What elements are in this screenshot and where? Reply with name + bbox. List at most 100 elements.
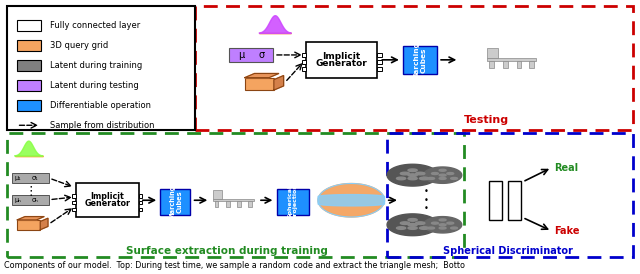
Text: Fully connected layer: Fully connected layer [50,21,140,30]
FancyBboxPatch shape [487,48,498,58]
Polygon shape [431,222,438,224]
Polygon shape [17,217,44,220]
Text: Latent during testing: Latent during testing [50,81,139,90]
Polygon shape [451,178,458,179]
Polygon shape [447,222,454,224]
Polygon shape [428,227,435,229]
Text: Fake: Fake [554,226,580,236]
Text: Implicit: Implicit [90,192,124,201]
FancyBboxPatch shape [508,181,521,220]
Polygon shape [40,218,48,230]
Text: Testing: Testing [463,115,509,125]
FancyBboxPatch shape [378,67,382,71]
FancyBboxPatch shape [489,181,502,220]
Polygon shape [439,219,446,221]
FancyBboxPatch shape [12,195,49,205]
Polygon shape [15,141,43,156]
Polygon shape [415,172,425,175]
Polygon shape [439,227,446,229]
FancyBboxPatch shape [72,207,76,211]
Polygon shape [408,227,417,229]
FancyBboxPatch shape [17,80,41,91]
Polygon shape [419,177,429,180]
Polygon shape [415,222,425,224]
FancyBboxPatch shape [72,201,76,204]
FancyBboxPatch shape [161,189,190,215]
Polygon shape [318,184,385,217]
Text: σ: σ [258,50,264,60]
FancyBboxPatch shape [237,201,241,207]
FancyBboxPatch shape [212,199,253,201]
FancyBboxPatch shape [12,173,49,183]
Text: Sample from distribution: Sample from distribution [50,121,154,130]
Polygon shape [274,76,284,90]
Text: Components of our model.  Top: During test time, we sample a random code and ext: Components of our model. Top: During tes… [4,261,465,270]
FancyBboxPatch shape [301,60,306,64]
FancyBboxPatch shape [139,207,142,211]
Polygon shape [259,16,291,33]
Polygon shape [447,173,454,175]
Text: Surface extraction during training: Surface extraction during training [127,246,328,256]
Polygon shape [419,227,429,229]
Text: Generator: Generator [316,59,367,68]
FancyBboxPatch shape [17,60,41,71]
FancyBboxPatch shape [17,20,41,31]
Polygon shape [439,178,446,179]
FancyBboxPatch shape [139,194,142,198]
Polygon shape [439,169,446,171]
Text: Marching
Cubes: Marching Cubes [414,41,427,80]
Polygon shape [439,224,446,226]
FancyBboxPatch shape [17,100,41,111]
Text: Real: Real [554,163,579,173]
Polygon shape [318,195,385,206]
Text: Spherical Discriminator: Spherical Discriminator [444,246,573,256]
Polygon shape [424,217,462,233]
FancyBboxPatch shape [214,201,218,207]
FancyBboxPatch shape [226,201,230,207]
Polygon shape [408,219,417,221]
Polygon shape [428,178,435,179]
Text: Spherical
projection: Spherical projection [287,184,298,219]
Polygon shape [401,172,410,175]
Polygon shape [397,227,406,229]
Text: Marching
Cubes: Marching Cubes [169,184,182,219]
Text: σ₁: σ₁ [31,175,38,181]
Text: Differentiable operation: Differentiable operation [50,101,151,110]
Polygon shape [439,174,446,176]
FancyBboxPatch shape [7,6,195,130]
Polygon shape [244,73,279,78]
Polygon shape [401,222,410,224]
Polygon shape [387,164,438,186]
Text: μₙ: μₙ [15,197,22,203]
FancyBboxPatch shape [378,53,382,57]
Text: Generator: Generator [84,199,131,208]
FancyBboxPatch shape [489,61,494,68]
Text: μ₁: μ₁ [15,175,21,181]
FancyBboxPatch shape [301,53,306,57]
Polygon shape [408,177,417,180]
FancyBboxPatch shape [139,201,142,204]
Polygon shape [431,173,438,175]
FancyBboxPatch shape [17,220,40,230]
Text: σₙ: σₙ [31,197,38,203]
Polygon shape [387,214,438,236]
Text: Implicit: Implicit [323,52,361,61]
FancyBboxPatch shape [72,194,76,198]
Text: ⋮: ⋮ [24,185,37,198]
FancyBboxPatch shape [17,40,41,51]
Polygon shape [424,167,462,183]
FancyBboxPatch shape [276,189,308,215]
Polygon shape [451,227,458,229]
FancyBboxPatch shape [76,183,139,218]
Text: •
•
•: • • • [424,187,429,213]
Polygon shape [408,169,417,172]
FancyBboxPatch shape [248,201,252,207]
FancyBboxPatch shape [378,60,382,64]
FancyBboxPatch shape [244,78,274,90]
Text: 3D query grid: 3D query grid [50,41,108,50]
Polygon shape [397,177,406,180]
FancyBboxPatch shape [516,61,522,68]
FancyBboxPatch shape [306,42,378,78]
FancyBboxPatch shape [487,58,536,61]
FancyBboxPatch shape [403,47,437,74]
